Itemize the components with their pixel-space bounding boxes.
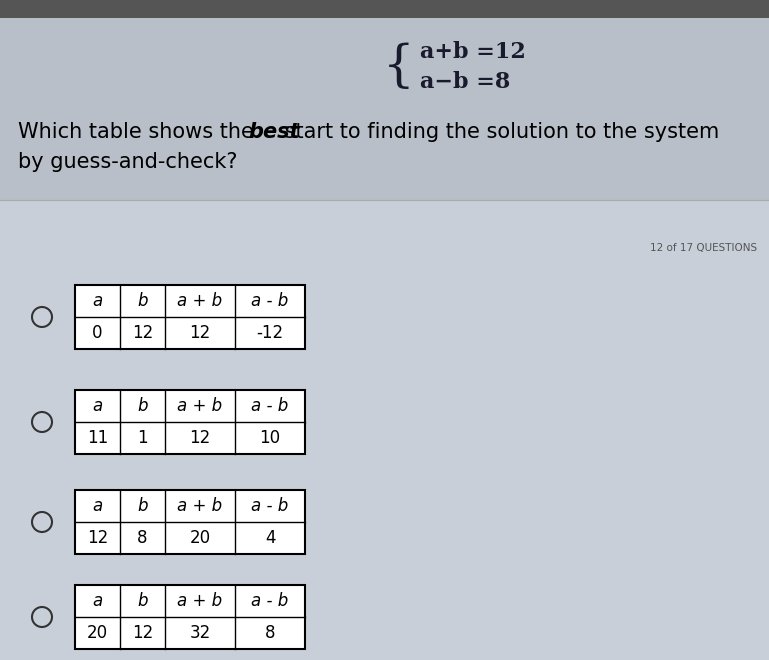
Bar	[75, 585, 305, 649]
Text: 12: 12	[131, 624, 153, 642]
Text: b: b	[137, 292, 148, 310]
Text: 0: 0	[92, 324, 103, 342]
Text: a - b: a - b	[251, 592, 288, 610]
Text: 12 of 17 QUESTIONS: 12 of 17 QUESTIONS	[650, 243, 757, 253]
Text: 10: 10	[259, 429, 281, 447]
Text: b: b	[137, 592, 148, 610]
Bar	[75, 490, 305, 554]
Text: 12: 12	[189, 324, 211, 342]
Text: a - b: a - b	[251, 292, 288, 310]
Bar	[75, 285, 305, 349]
Text: a: a	[92, 497, 102, 515]
Text: a: a	[92, 592, 102, 610]
Text: 32: 32	[189, 624, 211, 642]
Text: 12: 12	[87, 529, 108, 547]
Text: a−b =8: a−b =8	[420, 71, 511, 93]
Text: b: b	[137, 497, 148, 515]
Text: a - b: a - b	[251, 497, 288, 515]
Text: 20: 20	[189, 529, 211, 547]
Bar	[75, 285, 305, 349]
Text: 8: 8	[137, 529, 148, 547]
Text: start to finding the solution to the system: start to finding the solution to the sys…	[278, 122, 719, 142]
Bar	[0, 0, 769, 200]
Bar	[75, 490, 305, 554]
Text: a: a	[92, 292, 102, 310]
Text: 12: 12	[131, 324, 153, 342]
Text: a: a	[92, 397, 102, 415]
Text: a + b: a + b	[178, 497, 222, 515]
Text: {: {	[383, 42, 415, 92]
Text: best: best	[248, 122, 299, 142]
Text: 11: 11	[87, 429, 108, 447]
Text: 4: 4	[265, 529, 275, 547]
Text: a+b =12: a+b =12	[420, 41, 526, 63]
Bar	[75, 585, 305, 649]
Text: 8: 8	[265, 624, 275, 642]
Bar	[0, 0, 769, 18]
Text: a + b: a + b	[178, 292, 222, 310]
Bar	[75, 390, 305, 454]
Text: -12: -12	[256, 324, 284, 342]
Text: 1: 1	[137, 429, 148, 447]
Text: by guess-and-check?: by guess-and-check?	[18, 152, 238, 172]
Text: a + b: a + b	[178, 592, 222, 610]
Text: a - b: a - b	[251, 397, 288, 415]
Text: a + b: a + b	[178, 397, 222, 415]
Text: 20: 20	[87, 624, 108, 642]
Text: 12: 12	[189, 429, 211, 447]
Text: Which table shows the: Which table shows the	[18, 122, 261, 142]
Bar	[75, 390, 305, 454]
Text: b: b	[137, 397, 148, 415]
